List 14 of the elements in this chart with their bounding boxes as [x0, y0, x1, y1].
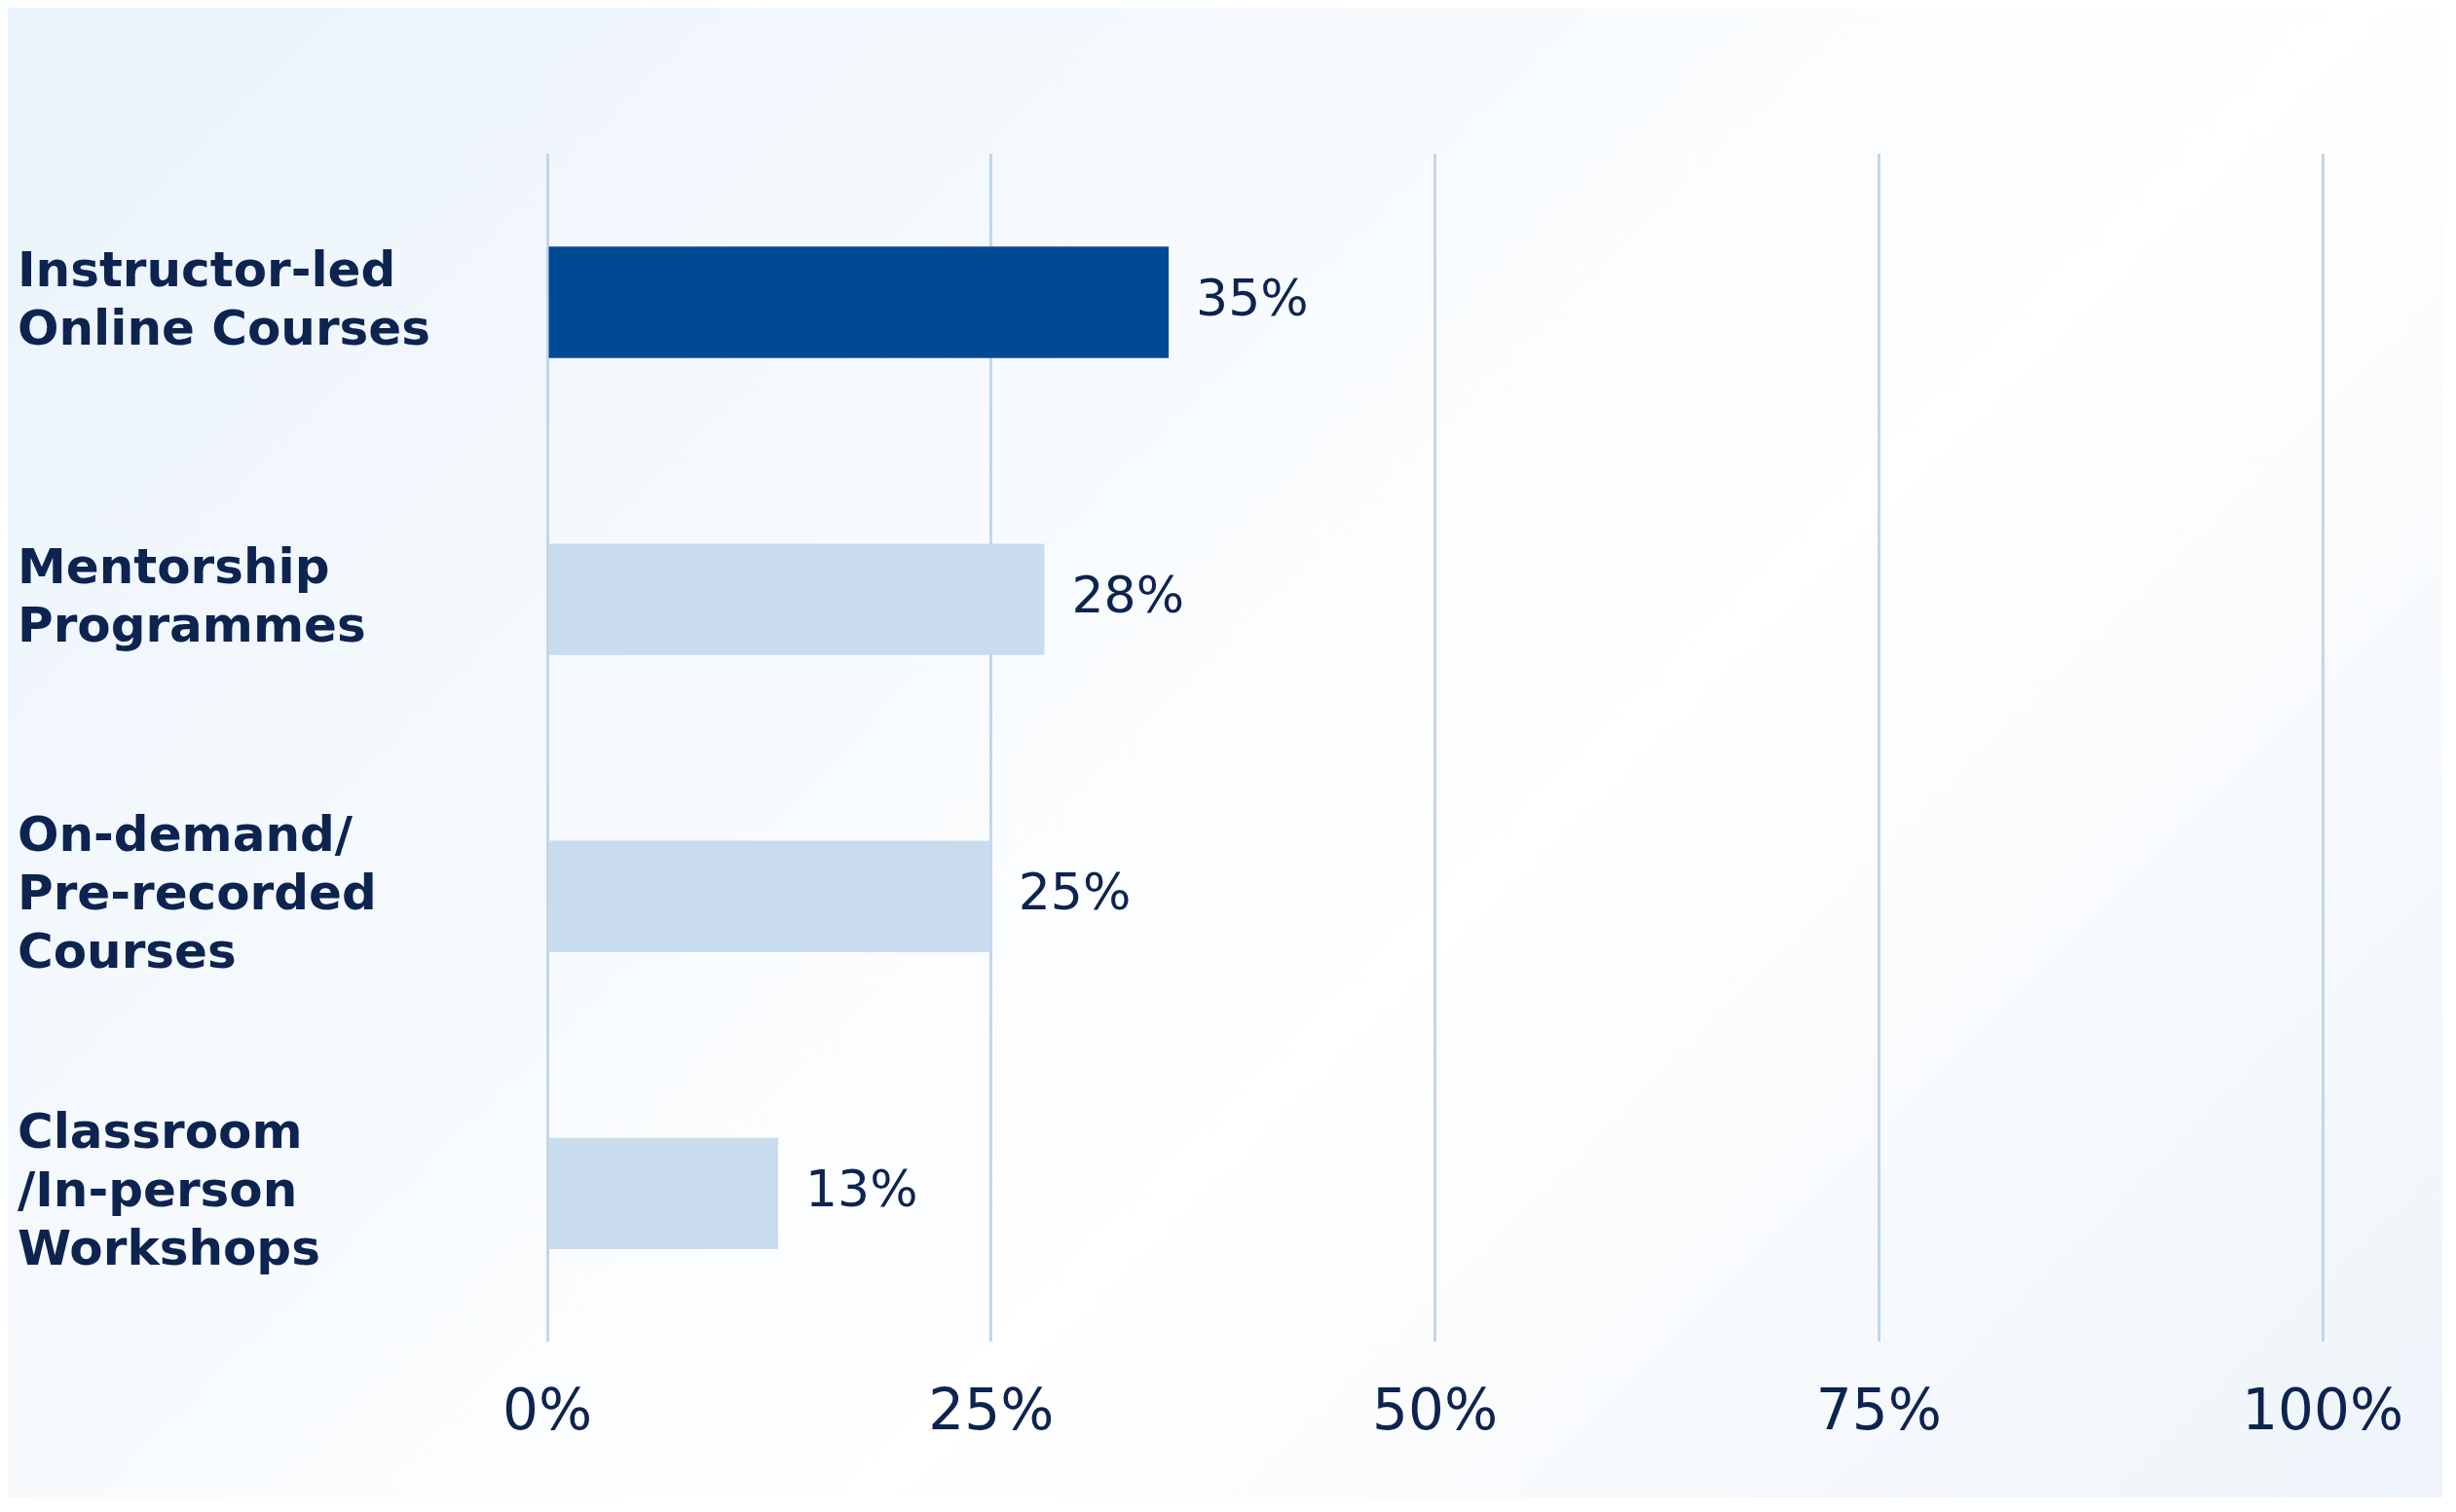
x-tick-label: 100% — [2242, 1377, 2404, 1444]
y-tick-label: On-demand/ Pre-recorded Courses — [18, 805, 377, 979]
x-tick-label: 50% — [1372, 1377, 1499, 1444]
x-tick-label: 25% — [928, 1377, 1055, 1444]
y-tick-label: Classroom /In-person Workshops — [18, 1102, 320, 1276]
x-tick-label: 0% — [502, 1377, 593, 1444]
x-tick-label: 75% — [1815, 1377, 1942, 1444]
data-label: 35% — [1196, 269, 1309, 328]
data-label: 13% — [805, 1160, 918, 1219]
y-tick-label: Mentorship Programmes — [18, 537, 366, 653]
data-label: 25% — [1018, 863, 1132, 922]
bar — [548, 246, 1170, 358]
data-label: 28% — [1071, 566, 1185, 625]
y-tick-label: Instructor-led Online Courses — [18, 240, 431, 356]
